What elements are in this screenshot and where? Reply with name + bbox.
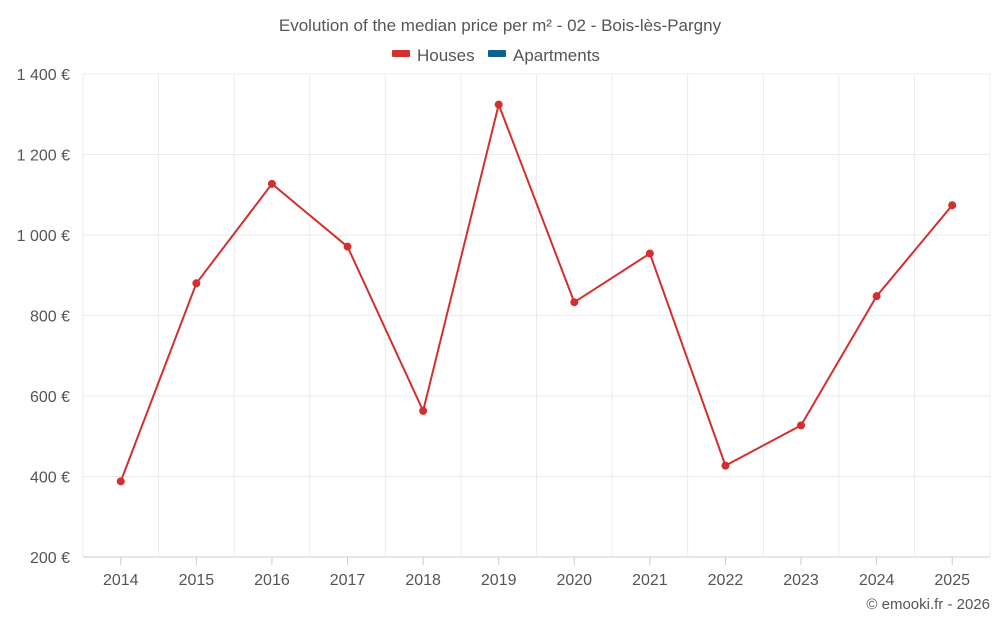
x-tick-label: 2025 — [934, 572, 970, 589]
legend-label-houses: Houses — [417, 46, 475, 65]
x-tick-label: 2022 — [708, 572, 744, 589]
y-tick-label: 1 200 € — [17, 148, 70, 165]
x-tick-label: 2023 — [783, 572, 819, 589]
grid — [82, 73, 991, 558]
data-point-houses-2020[interactable] — [570, 298, 579, 307]
data-point-houses-2014[interactable] — [116, 477, 125, 486]
data-point-houses-2017[interactable] — [343, 242, 352, 251]
data-point-houses-2015[interactable] — [192, 279, 201, 288]
y-tick-label: 400 € — [30, 470, 70, 487]
legend-item-apartments[interactable]: Apartments — [488, 46, 600, 65]
legend: Houses Apartments — [392, 46, 600, 65]
data-point-houses-2022[interactable] — [721, 461, 730, 470]
legend-item-houses[interactable]: Houses — [392, 46, 475, 65]
data-point-houses-2018[interactable] — [419, 406, 428, 415]
data-point-houses-2016[interactable] — [267, 179, 276, 188]
x-tick-label: 2020 — [556, 572, 592, 589]
x-tick-label: 2014 — [103, 572, 139, 589]
series-line-houses — [119, 103, 953, 482]
x-tick-label: 2018 — [405, 572, 441, 589]
y-tick-label: 200 € — [30, 550, 70, 567]
legend-swatch-houses — [392, 50, 410, 57]
x-tick-label: 2016 — [254, 572, 290, 589]
legend-swatch-apartments — [488, 50, 506, 57]
x-tick-label: 2015 — [179, 572, 215, 589]
data-point-houses-2021[interactable] — [645, 249, 654, 258]
y-tick-label: 600 € — [30, 389, 70, 406]
y-tick-label: 1 000 € — [17, 228, 70, 245]
x-axis: 2014 2015 2016 2017 2018 2019 2020 2021 2022 2023… — [103, 557, 970, 589]
series-houses — [116, 100, 957, 486]
data-point-houses-2025[interactable] — [948, 201, 957, 210]
y-tick-label: 800 € — [30, 309, 70, 326]
data-point-houses-2019[interactable] — [494, 100, 503, 109]
x-tick-label: 2024 — [859, 572, 895, 589]
data-point-houses-2024[interactable] — [872, 292, 881, 301]
y-tick-label: 1 400 € — [17, 67, 70, 84]
x-tick-label: 2019 — [481, 572, 517, 589]
legend-label-apartments: Apartments — [513, 46, 600, 65]
x-tick-label: 2021 — [632, 572, 668, 589]
credit-text: © emooki.fr - 2026 — [866, 596, 990, 613]
y-axis: 200 € 400 € 600 € 800 € 1 000 € 1 200 € 1 400 … — [17, 67, 70, 567]
x-tick-label: 2017 — [330, 572, 366, 589]
chart-title: Evolution of the median price per m² - 0… — [279, 16, 722, 35]
data-point-houses-2023[interactable] — [797, 421, 806, 430]
